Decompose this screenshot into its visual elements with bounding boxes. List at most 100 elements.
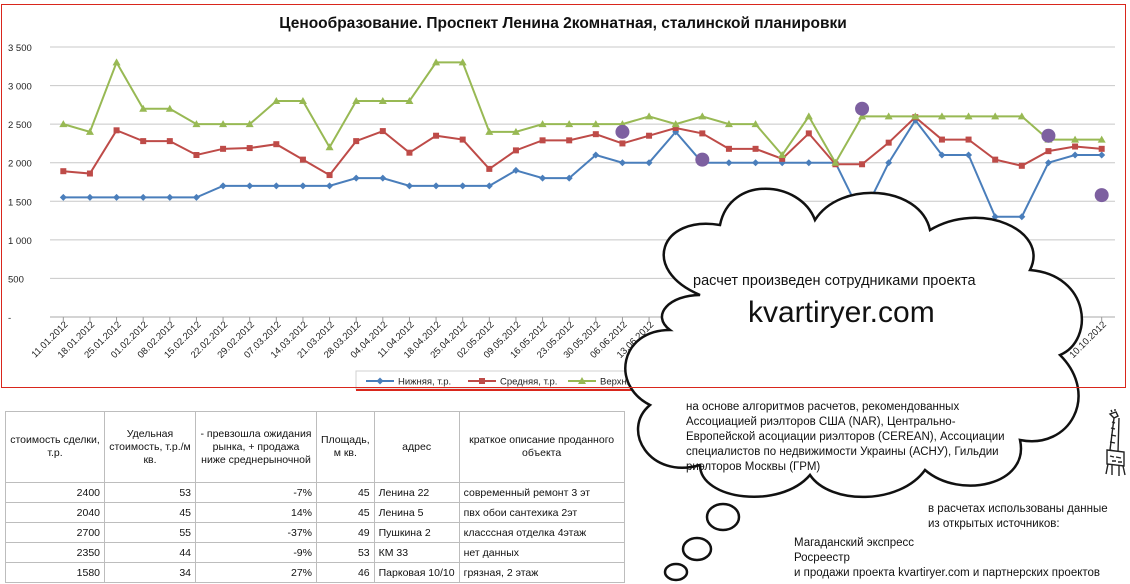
data-point — [326, 182, 334, 190]
data-point — [565, 174, 573, 182]
data-point — [578, 377, 586, 384]
cell-unit-price: 45 — [104, 502, 196, 523]
legend-label: Нижняя, т.р. — [398, 377, 451, 388]
data-point — [59, 120, 68, 128]
data-point — [885, 139, 892, 146]
source-item: Росреестр — [794, 552, 850, 564]
data-point — [619, 140, 626, 147]
data-point — [219, 120, 228, 128]
data-point — [458, 58, 467, 66]
data-point — [405, 182, 413, 190]
data-point — [672, 125, 679, 131]
table-row: 2350 44 -9% 53 КМ 33 нет данных — [5, 542, 625, 563]
data-point — [193, 152, 200, 158]
data-point — [805, 130, 812, 137]
col-header-area: Площадь, м кв. — [316, 411, 375, 483]
cell-price: 2400 — [5, 482, 105, 503]
cell-address: Пушкина 2 — [373, 522, 460, 543]
cloud-callout — [624, 187, 1084, 582]
data-point — [406, 149, 413, 156]
data-point — [166, 193, 174, 201]
cell-area: 46 — [316, 562, 375, 583]
source-item: Магаданский экспресс — [794, 537, 915, 549]
data-point — [778, 151, 787, 158]
data-point — [512, 147, 519, 154]
cell-description: нет данных — [458, 542, 625, 563]
data-point — [566, 137, 573, 144]
data-point — [459, 136, 466, 143]
series-line — [63, 60, 1102, 165]
series-line — [63, 115, 1102, 177]
data-point — [486, 165, 493, 172]
data-point — [831, 158, 840, 166]
data-point — [538, 120, 547, 128]
data-point — [965, 136, 972, 143]
cell-description: современный ремонт 3 эт — [458, 482, 625, 503]
cell-description: пвх обои сантехика 2эт — [458, 502, 625, 523]
data-point — [1094, 188, 1109, 203]
chart-frame — [1, 4, 1126, 388]
cloud-paragraph: на основе алгоритмов расчетов, рекомендо… — [686, 400, 1005, 475]
cell-price: 1580 — [5, 562, 105, 583]
cloud-para-line: риэлторов Москвы (ГРМ) — [686, 461, 821, 473]
chart-title: Ценообразование. Проспект Ленина 2комнат… — [279, 15, 847, 32]
sources-intro: в расчетах использованы данные из открыт… — [928, 502, 1108, 532]
y-tick-label: - — [8, 313, 11, 324]
data-point — [325, 143, 334, 151]
data-point — [299, 156, 306, 163]
series-4 — [615, 101, 1109, 203]
data-point — [1071, 135, 1080, 143]
cell-description: классcная отделка 4этаж — [458, 522, 625, 543]
col-header-address: адрес — [373, 411, 460, 483]
cloud-brand: kvartiryer.com — [748, 296, 935, 329]
col-header-deviation: - превзошла ожидания рынка, + продажа ни… — [195, 411, 317, 483]
series-2 — [60, 114, 1105, 179]
data-point — [376, 377, 384, 385]
data-point — [938, 151, 946, 159]
data-point — [1098, 145, 1105, 152]
cloud-para-line: Ассоциацией риэлторов США (NAR), Централ… — [686, 416, 956, 428]
data-point — [298, 97, 307, 104]
data-point — [246, 182, 254, 190]
data-point — [1098, 151, 1106, 159]
cell-price: 2700 — [5, 522, 105, 543]
cell-address: КМ 33 — [373, 542, 460, 563]
data-point — [964, 112, 973, 120]
data-point — [539, 174, 547, 182]
data-point — [646, 132, 653, 139]
cell-deviation: -9% — [195, 542, 317, 563]
data-point — [724, 120, 733, 128]
data-point — [752, 145, 759, 152]
data-point — [220, 145, 227, 152]
source-item: и продажи проекта kvartiryer.com и партн… — [794, 567, 1101, 579]
y-tick-label: 3 000 — [8, 82, 32, 93]
data-point — [139, 193, 147, 201]
data-point — [855, 101, 870, 116]
data-point — [751, 120, 760, 128]
cell-area: 49 — [316, 522, 375, 543]
data-point — [645, 112, 654, 120]
cell-address: Ленина 5 — [373, 502, 460, 523]
data-point — [911, 112, 920, 120]
cell-area: 45 — [316, 482, 375, 503]
data-point — [1018, 213, 1026, 221]
data-point — [884, 112, 893, 120]
y-tick-label: 2 500 — [8, 120, 32, 131]
cell-deviation: -37% — [195, 522, 317, 543]
data-point — [671, 120, 680, 128]
table-body: 2400 53 -7% 45 Ленина 22 современный ремонт 3… — [5, 482, 625, 583]
table-row: 2700 55 -37% 49 Пушкина 2 классcная отделка 4… — [5, 522, 625, 543]
data-point — [539, 137, 546, 144]
cell-deviation: -7% — [195, 482, 317, 503]
data-point — [859, 161, 866, 168]
y-tick-label: 1 000 — [8, 236, 32, 247]
legend-item: Средняя, т.р. — [468, 377, 557, 388]
data-point — [59, 193, 67, 201]
data-point — [299, 182, 307, 190]
data-point — [1071, 151, 1079, 159]
y-tick-label: 2 000 — [8, 159, 32, 170]
giraffe-logo-icon — [1105, 409, 1126, 476]
col-header-unit-price: Удельная стоимость, т.р./м кв. — [104, 411, 196, 483]
data-point — [352, 174, 360, 182]
y-tick-label: 3 500 — [8, 43, 32, 54]
